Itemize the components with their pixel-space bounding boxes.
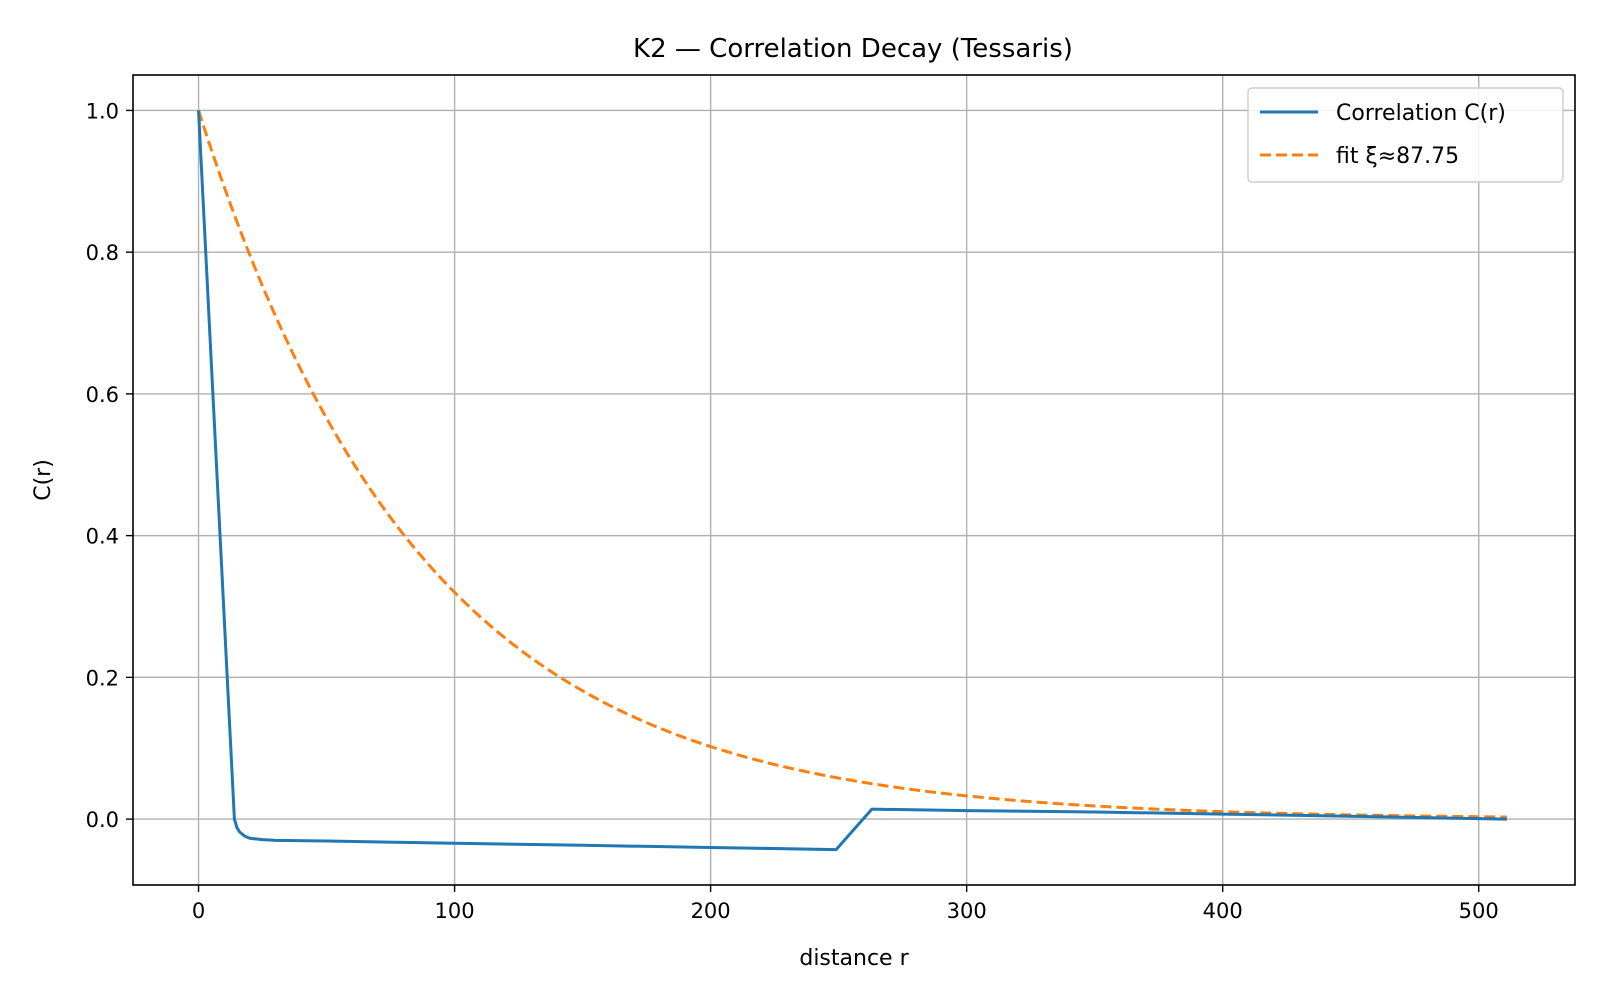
grid-lines [133,75,1575,885]
y-tick-label: 1.0 [86,99,119,123]
legend-label-fit: fit ξ≈87.75 [1336,144,1459,169]
y-tick-label: 0.2 [86,666,119,690]
x-axis-label: distance r [799,946,909,971]
y-axis-label: C(r) [31,459,56,501]
chart-title: K2 — Correlation Decay (Tessaris) [633,34,1073,64]
y-tick-label: 0.0 [86,808,119,832]
x-tick-label: 200 [691,899,731,923]
legend-box [1247,87,1564,183]
series-line-correlation [197,110,1507,852]
x-tick-label: 500 [1459,899,1499,923]
x-tick-label: 0 [192,899,205,923]
series-layer [197,109,1507,852]
plot-frame [132,74,1576,886]
y-tick-label: 0.8 [86,241,119,265]
y-tick-label: 0.4 [86,525,119,549]
x-tick-label: 300 [947,899,987,923]
legend: Correlation C(r) fit ξ≈87.75 [1247,87,1564,183]
x-tick-label: 400 [1203,899,1243,923]
x-tick-label: 100 [435,899,475,923]
legend-label-correlation: Correlation C(r) [1336,101,1506,126]
y-tick-label: 0.6 [86,383,119,407]
series-line-fit [197,109,1507,819]
axis-ticks: 0 100 200 300 400 500 0.0 0.2 0.4 0.6 0.8 1.0 [86,99,1499,923]
